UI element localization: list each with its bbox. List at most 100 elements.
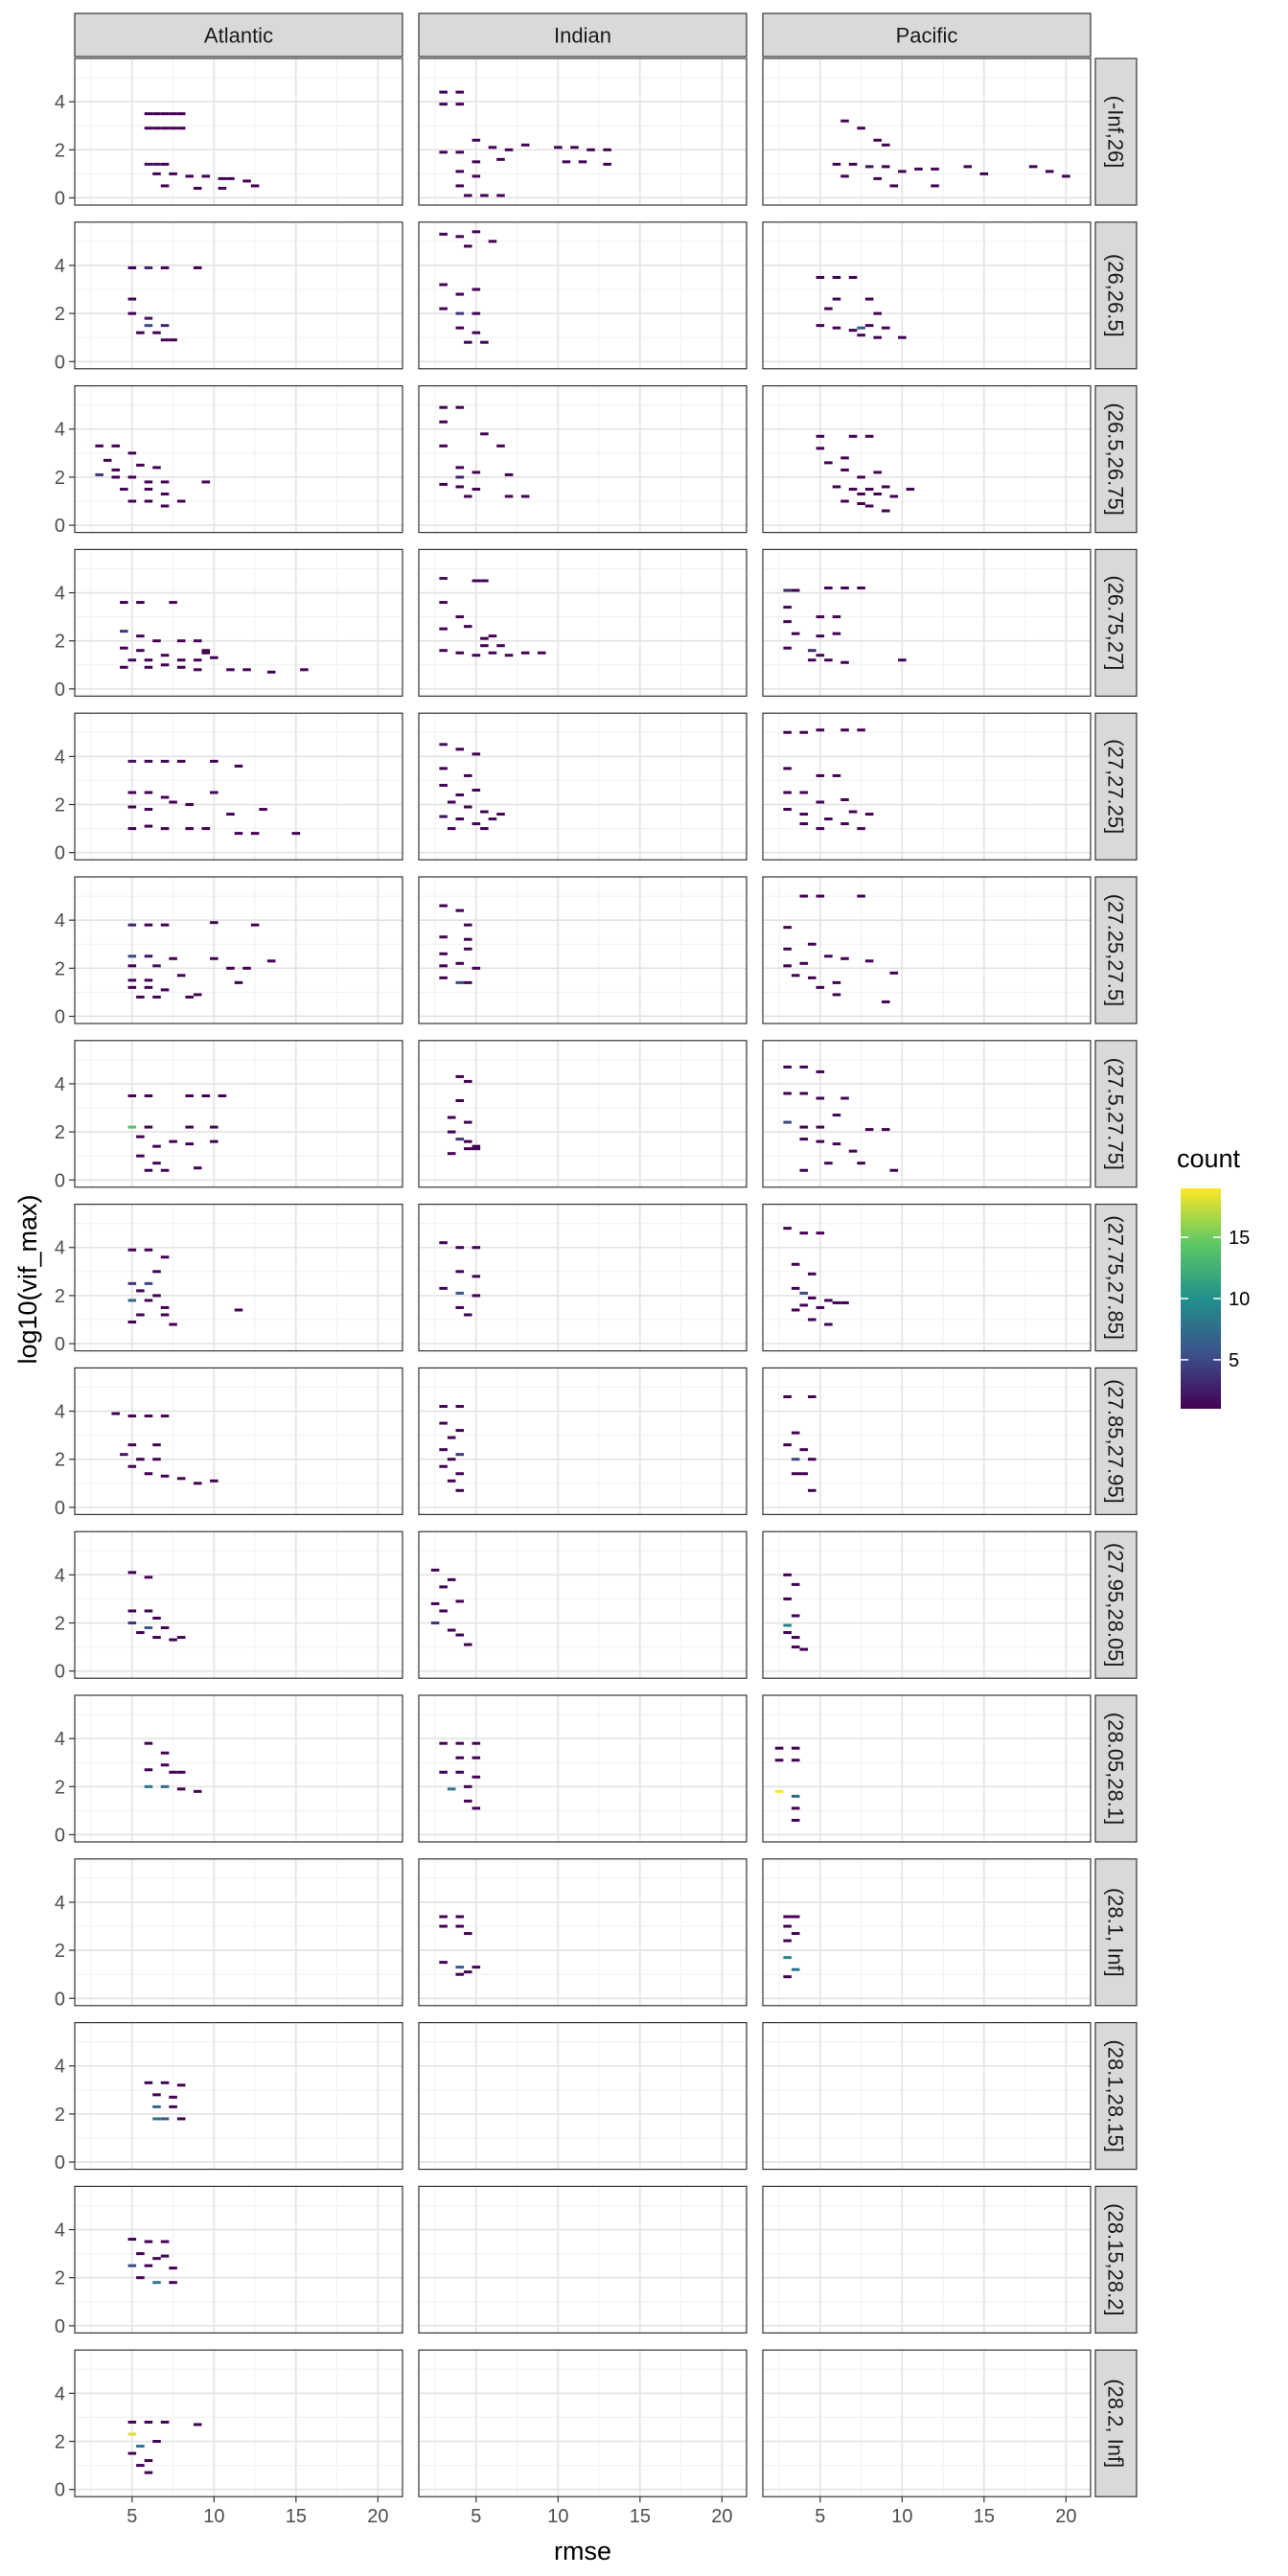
heatmap-cell bbox=[127, 1443, 137, 1447]
y-tick-label: 2 bbox=[55, 1122, 65, 1143]
heatmap-cell bbox=[799, 730, 809, 734]
panel-background bbox=[763, 221, 1091, 369]
panel-border bbox=[74, 712, 403, 861]
panel-atlantic-28.1-28.15 bbox=[74, 2022, 403, 2171]
row-strip-label-27.75-27.85: (27.75,27.85] bbox=[1104, 1215, 1128, 1340]
x-axis-title: rmse bbox=[554, 2537, 611, 2565]
heatmap-cell bbox=[783, 1915, 792, 1919]
axes: 0 2 4 0 2 4 0 2 4 0 2 4 0 2 4 0 2 4 0 2 4 0 2 4 0 2 4 0 2 4 0 2 4 0 2 4 0 2 4 0… bbox=[55, 92, 1077, 2527]
heatmap-cell bbox=[144, 1414, 153, 1418]
heatmap-cell bbox=[472, 1144, 481, 1148]
heatmap-cell bbox=[185, 1093, 194, 1097]
heatmap-cell bbox=[799, 1291, 809, 1295]
heatmap-cell bbox=[152, 2281, 161, 2285]
heatmap-cell bbox=[439, 1924, 448, 1928]
heatmap-cell bbox=[488, 651, 497, 655]
heatmap-cell bbox=[488, 634, 497, 638]
heatmap-cell bbox=[857, 326, 865, 330]
heatmap-cell bbox=[176, 2117, 186, 2121]
panel-background bbox=[75, 2350, 402, 2497]
heatmap-cell bbox=[144, 2459, 153, 2463]
heatmap-cell bbox=[111, 468, 121, 472]
heatmap-cell bbox=[455, 908, 465, 912]
panel-border bbox=[418, 1040, 748, 1188]
heatmap-cell bbox=[799, 791, 809, 794]
heatmap-cell bbox=[455, 292, 465, 296]
heatmap-cell bbox=[840, 586, 849, 590]
heatmap-cell bbox=[144, 1093, 153, 1097]
heatmap-cell bbox=[136, 2464, 145, 2468]
panel-border bbox=[74, 876, 403, 1024]
panel-background bbox=[75, 1531, 402, 1679]
heatmap-cell bbox=[226, 176, 235, 180]
heatmap-cell bbox=[218, 176, 227, 180]
heatmap-cell bbox=[185, 827, 194, 831]
panel-border bbox=[418, 712, 748, 861]
row-strip-28.2-inf bbox=[1094, 2349, 1138, 2497]
heatmap-cell bbox=[931, 184, 939, 188]
heatmap-cell bbox=[120, 601, 128, 605]
heatmap-cell bbox=[176, 2083, 186, 2087]
row-strip-label-27-27.25: (27,27.25] bbox=[1104, 739, 1128, 834]
heatmap-cell bbox=[783, 767, 792, 770]
heatmap-cell bbox=[537, 651, 546, 655]
heatmap-cell bbox=[127, 964, 137, 968]
heatmap-cell bbox=[848, 810, 858, 814]
heatmap-cell bbox=[808, 649, 816, 653]
panel-border bbox=[74, 2185, 403, 2334]
panel-background bbox=[75, 2022, 402, 2170]
heatmap-cell bbox=[464, 1139, 472, 1143]
heatmap-cell bbox=[152, 172, 161, 175]
row-strip-27.25-27.5 bbox=[1094, 876, 1138, 1024]
row-strip-label-28.2-inf: (28.2, Inf] bbox=[1104, 2379, 1128, 2468]
heatmap-cell bbox=[136, 634, 145, 638]
heatmap-cell bbox=[791, 1472, 800, 1476]
heatmap-cell bbox=[127, 297, 137, 301]
heatmap-cell bbox=[824, 1299, 833, 1302]
panel-background bbox=[419, 2022, 747, 2170]
heatmap-cell bbox=[979, 172, 989, 175]
panel-background bbox=[419, 1204, 747, 1351]
heatmap-cell bbox=[464, 1799, 472, 1803]
heatmap-cell bbox=[864, 813, 874, 816]
heatmap-cell bbox=[193, 993, 202, 997]
heatmap-cell bbox=[152, 2257, 161, 2261]
heatmap-cell bbox=[472, 1147, 481, 1151]
heatmap-cell bbox=[127, 2264, 137, 2267]
panel-background bbox=[763, 58, 1091, 205]
heatmap-cell bbox=[430, 1601, 440, 1605]
heatmap-cell bbox=[111, 475, 121, 479]
y-tick-label: 0 bbox=[55, 1498, 65, 1519]
heatmap-cell bbox=[464, 1643, 472, 1646]
heatmap-cell bbox=[799, 813, 809, 816]
heatmap-cell bbox=[455, 1472, 465, 1476]
row-strip-27-27.25 bbox=[1094, 712, 1138, 861]
heatmap-cell bbox=[250, 923, 260, 927]
panel-border bbox=[418, 1694, 748, 1843]
heatmap-cell bbox=[832, 297, 841, 301]
heatmap-cell bbox=[816, 985, 825, 989]
heatmap-cell bbox=[455, 1305, 465, 1309]
panel-indian-26-26.5 bbox=[418, 221, 748, 370]
heatmap-cell bbox=[783, 1443, 792, 1447]
heatmap-cell bbox=[160, 2081, 170, 2084]
heatmap-cell bbox=[816, 654, 825, 657]
heatmap-cell bbox=[160, 663, 170, 667]
heatmap-cell bbox=[185, 1142, 194, 1146]
panel-border bbox=[418, 221, 748, 370]
heatmap-cell bbox=[472, 487, 481, 491]
heatmap-cell bbox=[791, 1431, 800, 1435]
heatmap-cell bbox=[152, 1162, 161, 1165]
heatmap-cell bbox=[160, 988, 170, 992]
heatmap-cell bbox=[464, 1784, 472, 1788]
heatmap-cell bbox=[791, 1636, 800, 1640]
heatmap-cell bbox=[857, 827, 865, 831]
heatmap-cell bbox=[136, 1313, 145, 1317]
heatmap-cell bbox=[160, 480, 170, 484]
panel-border bbox=[762, 1694, 1092, 1843]
heatmap-cell bbox=[783, 1956, 792, 1960]
heatmap-cell bbox=[783, 730, 792, 734]
heatmap-cell bbox=[464, 947, 472, 951]
panel-border bbox=[418, 1203, 748, 1352]
